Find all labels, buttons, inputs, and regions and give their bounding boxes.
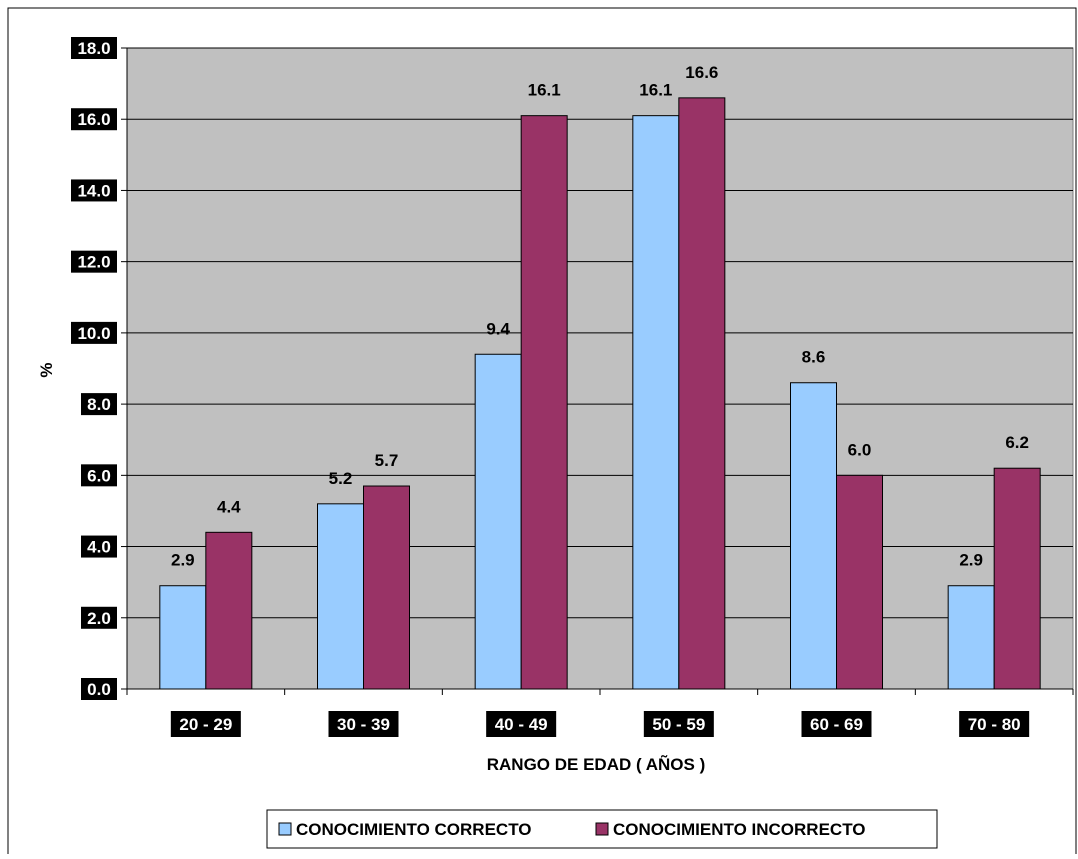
x-axis-label: RANGO DE EDAD ( AÑOS ) [487, 754, 706, 774]
x-tick-label: 40 - 49 [495, 715, 548, 734]
bar-correcto [317, 503, 364, 690]
x-tick-label-bg [643, 711, 714, 737]
bar-incorrecto [205, 531, 253, 690]
legend-swatch [595, 822, 609, 836]
y-tick-label: 0.0 [87, 680, 111, 699]
y-tick-label: 12.0 [77, 253, 110, 272]
x-tick-label-bg [486, 711, 557, 737]
data-label: 16.1 [528, 81, 561, 100]
y-axis-ticks: 0.0 2.0 4.0 6.0 8.0 10.0 12.0 14.0 16.0 18.0 [71, 37, 128, 700]
chart-frame [7, 7, 1077, 859]
y-tick-label-bg [81, 678, 117, 700]
bar-incorrecto [678, 97, 726, 690]
y-tick-label-bg [81, 464, 117, 487]
y-tick-label-bg [71, 37, 117, 59]
y-tick-label-bg [81, 535, 117, 558]
y-axis-label: % [37, 362, 56, 377]
y-tick-label: 8.0 [87, 395, 111, 414]
bar-incorrecto [363, 485, 410, 690]
x-tick-label-bg [328, 711, 399, 737]
bar-correcto [474, 353, 522, 690]
y-tick-label: 16.0 [77, 110, 110, 129]
data-label: 16.1 [639, 81, 672, 100]
bar-incorrecto [520, 115, 568, 690]
y-tick-label: 10.0 [77, 324, 110, 343]
bar-correcto [790, 382, 837, 690]
plot-background [126, 47, 1074, 690]
bar-correcto [159, 585, 207, 690]
data-labels: 2.9 5.2 9.4 16.1 8.6 2.9 4.4 5.7 16.1 16.6 6.0 6.2 [171, 63, 1029, 570]
y-tick-label: 18.0 [77, 39, 110, 58]
y-tick-label-bg [81, 606, 117, 629]
x-tick-label: 70 - 80 [968, 715, 1021, 734]
legend-label: CONOCIMIENTO INCORRECTO [613, 820, 866, 839]
data-label: 2.9 [959, 551, 983, 570]
bar-correcto [632, 115, 680, 690]
legend-label: CONOCIMIENTO CORRECTO [296, 820, 532, 839]
data-label: 4.4 [217, 497, 241, 516]
x-tick-label: 60 - 69 [810, 715, 863, 734]
y-tick-label: 4.0 [87, 538, 111, 557]
legend-box [266, 809, 938, 849]
legend-swatch [278, 822, 292, 836]
x-tick-label: 50 - 59 [652, 715, 705, 734]
data-label: 16.6 [685, 63, 718, 82]
data-label: 8.6 [802, 348, 826, 367]
y-tick-label-bg [71, 108, 117, 131]
x-tick-label: 20 - 29 [179, 715, 232, 734]
bars [159, 97, 1041, 690]
bar-correcto [947, 585, 995, 690]
data-label: 6.0 [848, 440, 872, 459]
legend: CONOCIMIENTO CORRECTO CONOCIMIENTO INCORR… [266, 809, 938, 849]
y-tick-label-bg [71, 179, 117, 202]
data-label: 5.2 [329, 469, 353, 488]
data-label: 2.9 [171, 551, 195, 570]
data-label: 9.4 [486, 319, 510, 338]
y-tick-label: 2.0 [87, 609, 111, 628]
bar-incorrecto [993, 467, 1041, 690]
y-tick-label-bg [71, 250, 117, 273]
data-label: 6.2 [1005, 433, 1029, 452]
x-tick-label-bg [170, 711, 241, 737]
plot-area [126, 47, 1074, 690]
data-label: 5.7 [375, 451, 399, 470]
x-tick-label-bg [801, 711, 872, 737]
y-tick-label: 6.0 [87, 466, 111, 485]
y-tick-label-bg [71, 321, 117, 344]
x-tick-label-bg [959, 711, 1030, 737]
bar-incorrecto [836, 474, 883, 690]
y-tick-label-bg [81, 393, 117, 416]
y-tick-label: 14.0 [77, 181, 110, 200]
x-tick-label: 30 - 39 [337, 715, 390, 734]
x-axis-ticks: 20 - 29 30 - 39 40 - 49 50 - 59 60 - 69 70 - … [126, 688, 1074, 737]
